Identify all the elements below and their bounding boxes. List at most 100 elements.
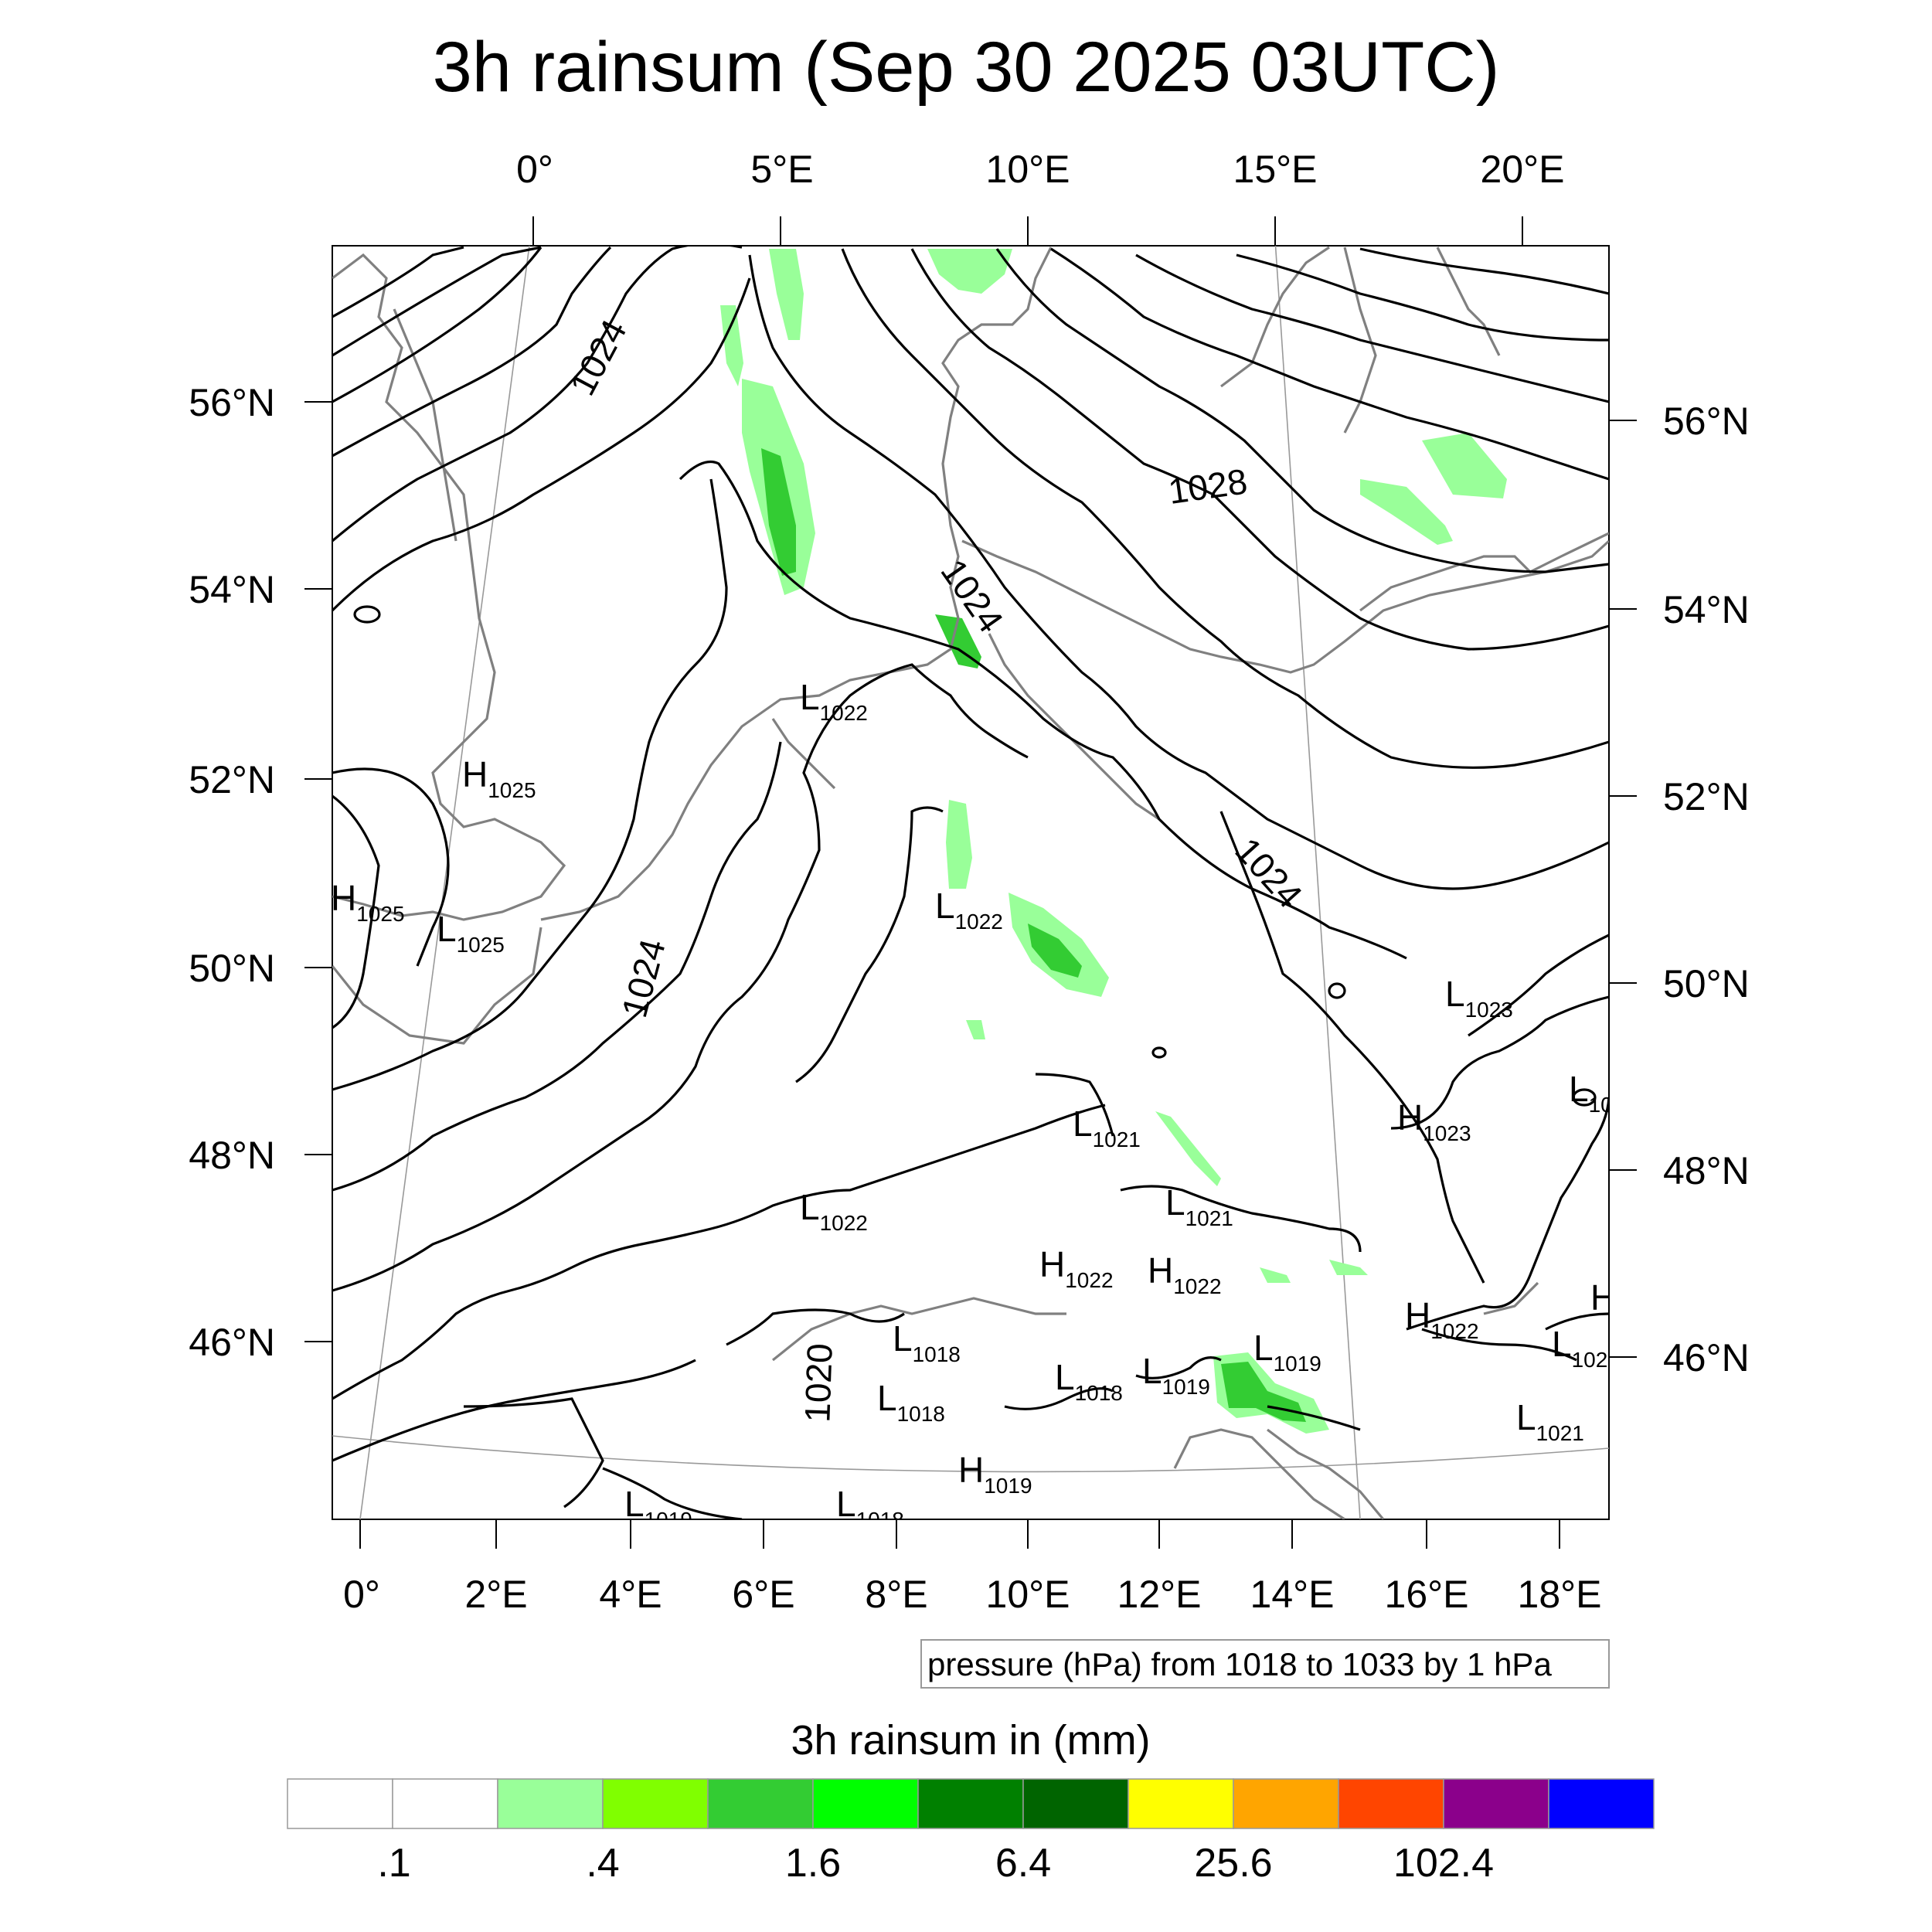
pressure-center-label: L1018 — [877, 1378, 945, 1426]
rain-area — [761, 448, 796, 576]
left-lat-label: 46°N — [189, 1321, 275, 1364]
colorbar-label: 1.6 — [785, 1841, 841, 1886]
bottom-lon-label: 12°E — [1117, 1573, 1202, 1616]
rain-area — [927, 249, 1012, 294]
graticule — [332, 246, 1609, 1519]
colorbar-cell — [1022, 1778, 1129, 1829]
right-lat-label: 50°N — [1663, 962, 1750, 1005]
rain-area — [1329, 1260, 1368, 1275]
bottom-lon-label: 18°E — [1518, 1573, 1602, 1616]
right-lat-label: 46°N — [1663, 1336, 1750, 1379]
rain-area — [1260, 1267, 1291, 1283]
top-lon-label: 10°E — [986, 148, 1070, 191]
coastlines — [332, 246, 1609, 1519]
right-lat-label: 54°N — [1663, 588, 1750, 631]
rain-area — [966, 1020, 985, 1039]
right-lat-label: 52°N — [1663, 775, 1750, 818]
bottom-longitude-axis: 0° 2°E 4°E 6°E 8°E 10°E 12°E 14°E 16°E 1… — [343, 1519, 1601, 1616]
colorbar-label: 25.6 — [1194, 1841, 1272, 1886]
pressure-center-label: L1019 — [1142, 1351, 1210, 1399]
bottom-lon-label: 14°E — [1250, 1573, 1335, 1616]
bottom-lon-label: 16°E — [1385, 1573, 1469, 1616]
top-lon-label: 5°E — [750, 148, 813, 191]
pressure-centers: L1022 H1025 H1025 L1025 L1022 L1023 H102… — [331, 677, 1616, 1532]
map-panel: 1024 1024 1024 1024 1028 1020 L1022 H102… — [331, 245, 1616, 1532]
colorbar-cell — [1443, 1778, 1549, 1829]
pressure-center-label: L1025 — [437, 909, 505, 957]
rain-area — [946, 800, 972, 889]
rain-shading — [720, 249, 1507, 1434]
isobars — [332, 246, 1609, 1519]
pressure-center-label: H1022 — [1405, 1295, 1479, 1343]
left-lat-label: 52°N — [189, 758, 275, 801]
isobar-label: 1020 — [797, 1342, 840, 1423]
right-lat-label: 56°N — [1663, 400, 1750, 443]
left-lat-label: 48°N — [189, 1134, 275, 1177]
top-lon-label: 0° — [516, 148, 553, 191]
colorbar-cells — [287, 1778, 1655, 1829]
colorbar-cell — [497, 1778, 604, 1829]
bottom-lon-label: 4°E — [599, 1573, 662, 1616]
pressure-center-label: H1019 — [958, 1450, 1032, 1498]
pressure-center-label: H1025 — [462, 754, 536, 802]
pressure-center-label: H — [1590, 1277, 1616, 1318]
pressure-center-label: L1021 — [1516, 1397, 1584, 1445]
pressure-center-label: L1018 — [836, 1484, 904, 1532]
pressure-center-label: L1019 — [1253, 1328, 1321, 1376]
pressure-center-label: L1022 — [800, 677, 868, 725]
colorbar-label: 6.4 — [995, 1841, 1051, 1886]
colorbar-cell — [917, 1778, 1024, 1829]
colorbar-title: 3h rainsum in (mm) — [791, 1717, 1150, 1764]
colorbar-cell — [392, 1778, 498, 1829]
left-lat-label: 54°N — [189, 568, 275, 611]
map-title: 3h rainsum (Sep 30 2025 03UTC) — [433, 28, 1500, 107]
pressure-center-label: L1022 — [800, 1187, 868, 1235]
bottom-lon-label: 10°E — [986, 1573, 1070, 1616]
colorbar: 3h rainsum in (mm) .1 .4 1.6 6.4 25.6 10… — [287, 1717, 1655, 1886]
pressure-info-box: pressure (hPa) from 1018 to 1033 by 1 hP… — [920, 1639, 1610, 1689]
colorbar-cell — [1233, 1778, 1339, 1829]
top-lon-label: 15°E — [1233, 148, 1318, 191]
pressure-info-text: pressure (hPa) from 1018 to 1033 by 1 hP… — [927, 1646, 1552, 1682]
right-latitude-axis: 56°N 54°N 52°N 50°N 48°N 46°N — [1609, 400, 1750, 1379]
pressure-center-label: L1019 — [624, 1484, 692, 1532]
left-lat-label: 50°N — [189, 947, 275, 990]
colorbar-cell — [812, 1778, 919, 1829]
colorbar-label: 102.4 — [1393, 1841, 1494, 1886]
colorbar-cell — [707, 1778, 814, 1829]
colorbar-cell — [1548, 1778, 1655, 1829]
pressure-center-label: H1025 — [331, 878, 405, 926]
top-lon-label: 20°E — [1481, 148, 1565, 191]
left-latitude-axis: 56°N 54°N 52°N 50°N 48°N 46°N — [189, 381, 332, 1364]
left-lat-label: 56°N — [189, 381, 275, 424]
pressure-center-label: H1022 — [1148, 1250, 1222, 1298]
bottom-lon-label: 2°E — [464, 1573, 527, 1616]
pressure-center-label: L102 — [1552, 1324, 1607, 1372]
colorbar-cell — [287, 1778, 393, 1829]
right-lat-label: 48°N — [1663, 1149, 1750, 1192]
pressure-center-label: H1022 — [1039, 1244, 1114, 1292]
rain-area — [935, 614, 981, 668]
rain-area — [1360, 479, 1453, 545]
bottom-lon-label: 8°E — [865, 1573, 927, 1616]
rain-area — [1028, 923, 1082, 978]
rain-area — [720, 305, 743, 386]
rain-area — [1155, 1111, 1221, 1186]
pressure-center-label: L1018 — [1055, 1357, 1123, 1405]
pressure-center-label: H1023 — [1397, 1097, 1471, 1145]
pressure-center-label: L1022 — [935, 886, 1003, 934]
pressure-center-label: L1021 — [1073, 1104, 1141, 1151]
colorbar-label: .4 — [586, 1841, 619, 1886]
pressure-center-label: L1023 — [1445, 974, 1513, 1022]
pressure-center-label: L1018 — [893, 1318, 961, 1366]
pressure-center-label: L10 — [1569, 1069, 1613, 1117]
bottom-lon-label: 6°E — [732, 1573, 794, 1616]
rain-area — [1221, 1362, 1306, 1422]
rain-area — [769, 249, 804, 340]
top-longitude-axis: 0° 5°E 10°E 15°E 20°E — [516, 148, 1564, 246]
bottom-lon-label: 0° — [343, 1573, 380, 1616]
map-frame — [332, 245, 1610, 1520]
rain-area — [1422, 433, 1507, 498]
colorbar-cell — [1128, 1778, 1234, 1829]
